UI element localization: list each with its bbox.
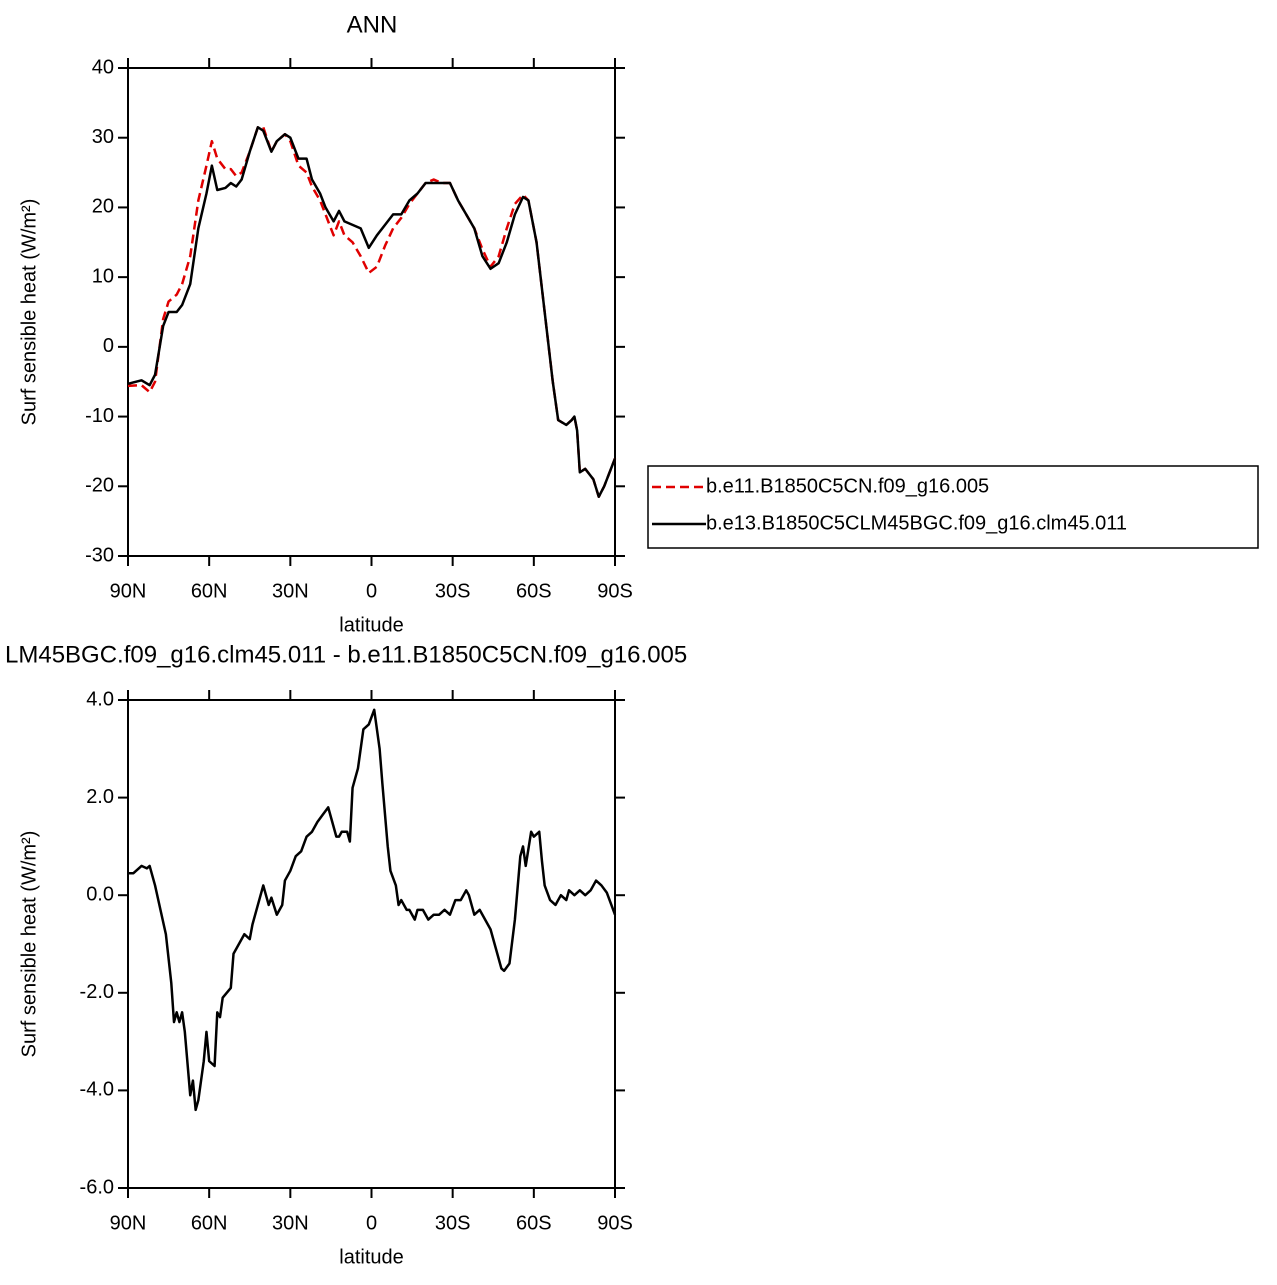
y-tick-label: 20 (92, 196, 114, 218)
x-tick-label: 90N (110, 580, 147, 602)
x-tick-label: 30S (435, 1212, 471, 1234)
plot-frame (127, 67, 616, 557)
y-tick-label: -10 (85, 405, 114, 427)
x-tick-label: 0 (366, 1212, 377, 1234)
series-line (128, 708, 617, 1112)
series-line (127, 126, 617, 498)
x-tick-label: 90S (597, 1212, 633, 1234)
y-axis-label: Surf sensible heat (W/m²) (18, 831, 40, 1058)
x-axis-label: latitude (339, 614, 404, 636)
x-tick-label: 30N (272, 1212, 309, 1234)
x-tick-label: 90S (597, 580, 633, 602)
x-tick-label: 60S (516, 580, 552, 602)
x-axis-label: latitude (339, 1246, 404, 1268)
y-tick-label: -6.0 (80, 1176, 114, 1198)
y-tick-label: -20 (85, 475, 114, 497)
y-tick-label: 0.0 (86, 883, 114, 905)
y-tick-label: 2.0 (86, 786, 114, 808)
y-tick-label: -4.0 (80, 1079, 114, 1101)
x-tick-label: 60S (516, 1212, 552, 1234)
y-tick-label: 0 (103, 335, 114, 357)
y-tick-label: 10 (92, 265, 114, 287)
x-tick-label: 90N (110, 1212, 147, 1234)
x-tick-label: 60N (191, 1212, 228, 1234)
y-tick-label: -30 (85, 544, 114, 566)
series-line (127, 126, 617, 498)
y-tick-label: 4.0 (86, 688, 114, 710)
x-tick-label: 30N (272, 580, 309, 602)
legend-label: b.e11.B1850C5CN.f09_g16.005 (706, 475, 989, 497)
chart-title: LM45BGC.f09_g16.clm45.011 - b.e11.B1850C… (5, 641, 687, 668)
y-tick-label: 40 (92, 56, 114, 78)
x-tick-label: 0 (366, 580, 377, 602)
x-tick-label: 60N (191, 580, 228, 602)
legend-label: b.e13.B1850C5CLM45BGC.f09_g16.clm45.011 (706, 512, 1127, 534)
legend-box (647, 465, 1259, 549)
x-tick-label: 30S (435, 580, 471, 602)
y-tick-label: -2.0 (80, 981, 114, 1003)
plot-frame (127, 699, 616, 1189)
chart-title: ANN (347, 11, 398, 38)
y-axis-label: Surf sensible heat (W/m²) (18, 199, 40, 426)
y-tick-label: 30 (92, 126, 114, 148)
